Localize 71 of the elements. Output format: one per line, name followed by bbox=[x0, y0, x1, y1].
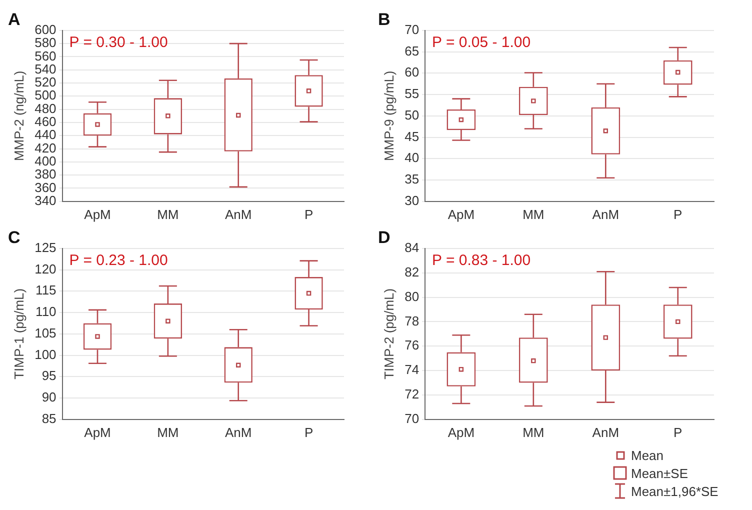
y-tick-label: 90 bbox=[42, 390, 56, 405]
y-tick-label: 520 bbox=[34, 74, 56, 90]
y-tick-label: 40 bbox=[404, 150, 420, 166]
x-tick-label: ApM bbox=[84, 424, 111, 440]
y-tick-label: 95 bbox=[42, 368, 56, 384]
annotation: P = 0.23 - 1.00 bbox=[69, 252, 168, 270]
y-tick-label: 440 bbox=[34, 127, 56, 142]
annotation: P = 0.83 - 1.00 bbox=[432, 252, 531, 270]
y-tick-label: 85 bbox=[42, 410, 56, 426]
y-tick-label: 84 bbox=[404, 240, 420, 255]
y-tick-label: 78 bbox=[404, 313, 420, 328]
y-tick-label: 65 bbox=[404, 43, 420, 58]
chart-title: D bbox=[378, 228, 390, 247]
y-tick-label: 35 bbox=[404, 172, 420, 187]
y-tick-label: 380 bbox=[34, 166, 56, 182]
y-tick-label: 480 bbox=[34, 100, 56, 116]
y-tick-label: 70 bbox=[404, 22, 420, 37]
annotation: P = 0.30 - 1.00 bbox=[69, 34, 168, 52]
text: Mean bbox=[631, 448, 664, 462]
y-tick-label: 540 bbox=[34, 61, 56, 76]
y-tick-label: 82 bbox=[404, 264, 420, 280]
y-tick-label: 30 bbox=[404, 192, 420, 208]
x-tick-label: P bbox=[674, 206, 682, 222]
y-tick-label: 50 bbox=[404, 107, 420, 122]
y-tick-label: 420 bbox=[34, 140, 56, 156]
y-tick-label: 74 bbox=[404, 362, 420, 378]
y-tick-label: 55 bbox=[404, 86, 420, 102]
y-tick-label: 400 bbox=[34, 154, 56, 169]
x-tick-label: AnM bbox=[592, 206, 620, 222]
y-tick-label: 360 bbox=[34, 180, 56, 195]
x-tick-label: P bbox=[674, 424, 682, 440]
y-tick-label: 105 bbox=[34, 325, 56, 340]
y-tick-label: 110 bbox=[36, 304, 56, 320]
x-tick-label: MM bbox=[157, 424, 179, 440]
x-tick-label: MM bbox=[522, 206, 544, 222]
y-tick-label: 76 bbox=[404, 338, 420, 353]
y-tick-label: 125 bbox=[34, 240, 56, 255]
y-tick-label: 115 bbox=[36, 282, 56, 298]
text: Mean±1,96*SE bbox=[631, 484, 718, 498]
y-tick-label: 80 bbox=[404, 288, 420, 304]
y-tick-label: 460 bbox=[34, 114, 56, 130]
annotation: P = 0.05 - 1.00 bbox=[432, 34, 531, 52]
x-tick-label: P bbox=[304, 206, 314, 222]
y-tick-label: 45 bbox=[404, 128, 420, 144]
y-tick-label: 340 bbox=[34, 192, 56, 208]
y-tick-label: 60 bbox=[404, 64, 420, 80]
x-tick-label: ApM bbox=[448, 424, 475, 440]
x-tick-label: ApM bbox=[84, 206, 111, 222]
y-axis-title: MMP-9 (pg/mL) bbox=[381, 70, 396, 162]
x-tick-label: AnM bbox=[224, 424, 252, 440]
chart-title: B bbox=[378, 10, 390, 29]
y-axis-title: MMP-2 (ng/mL) bbox=[11, 70, 26, 162]
y-tick-label: 600 bbox=[34, 22, 56, 37]
chart-title: A bbox=[8, 10, 20, 29]
x-tick-label: ApM bbox=[448, 206, 475, 222]
y-tick-label: 72 bbox=[404, 386, 420, 402]
y-tick-label: 120 bbox=[34, 261, 56, 276]
y-tick-label: 580 bbox=[34, 35, 56, 50]
text: Mean±SE bbox=[631, 466, 688, 480]
y-tick-label: 560 bbox=[34, 48, 56, 64]
y-axis-title: TIMP-1 (pg/mL) bbox=[11, 288, 26, 380]
x-tick-label: MM bbox=[522, 424, 544, 440]
y-tick-label: 70 bbox=[404, 410, 420, 426]
x-tick-label: AnM bbox=[592, 424, 620, 440]
x-tick-label: MM bbox=[157, 206, 179, 222]
y-tick-label: 500 bbox=[34, 88, 56, 103]
y-axis-title: TIMP-2 (pg/mL) bbox=[381, 288, 396, 380]
x-tick-label: P bbox=[304, 424, 314, 440]
chart-title: C bbox=[8, 228, 20, 247]
x-tick-label: AnM bbox=[224, 206, 252, 222]
y-tick-label: 100 bbox=[34, 346, 56, 362]
